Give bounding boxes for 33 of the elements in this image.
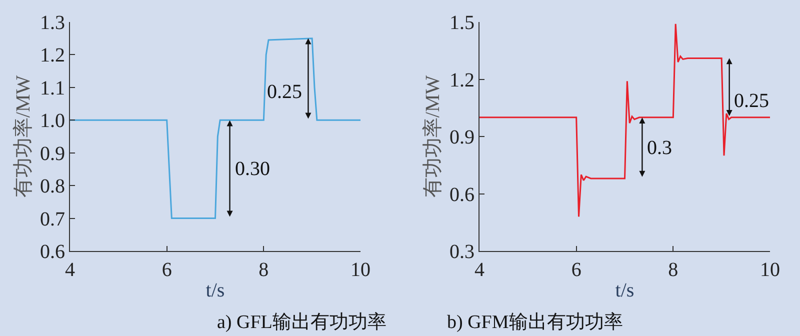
annotation: 0.30	[235, 158, 270, 180]
x-tick-label: 8	[668, 259, 678, 281]
y-tick-label: 1.2	[450, 69, 474, 92]
y-axis-title: 有功功率/MW	[12, 75, 34, 198]
y-tick-label: 0.9	[40, 142, 65, 165]
annotation: 0.25	[734, 90, 769, 112]
x-tick-label: 6	[571, 259, 582, 281]
annotation: 0.3	[647, 137, 672, 159]
x-tick-label: 4	[474, 259, 484, 281]
y-tick-label: 0.6	[450, 184, 474, 206]
x-tick-label: 6	[162, 259, 172, 281]
text: b) GFM输出有功功率	[447, 311, 623, 333]
y-tick-label: 0.8	[40, 176, 65, 198]
x-axis-title: t/s	[206, 280, 225, 302]
x-axis-title: t/s	[615, 280, 634, 302]
y-tick-label: 1.3	[40, 12, 65, 34]
annotation: 0.25	[267, 81, 302, 103]
y-tick-label: 1.1	[40, 77, 65, 100]
x-tick-label: 4	[65, 259, 75, 281]
y-tick-label: 0.3	[450, 241, 474, 263]
x-tick-label: 10	[350, 259, 370, 281]
y-tick-label: 1.0	[40, 110, 65, 132]
line-series	[480, 23, 770, 218]
line-series	[70, 38, 360, 220]
x-tick-label: 8	[258, 259, 269, 281]
y-tick-label: 1.5	[450, 12, 474, 34]
x-tick-label: 10	[760, 259, 780, 281]
y-tick-label: 0.6	[40, 241, 65, 263]
y-tick-label: 1.2	[40, 44, 65, 67]
text: a) GFL输出有功功率	[217, 311, 386, 333]
y-axis-title: 有功功率/MW	[422, 75, 444, 198]
y-tick-label: 0.7	[40, 208, 65, 230]
y-tick-label: 0.9	[450, 126, 474, 148]
